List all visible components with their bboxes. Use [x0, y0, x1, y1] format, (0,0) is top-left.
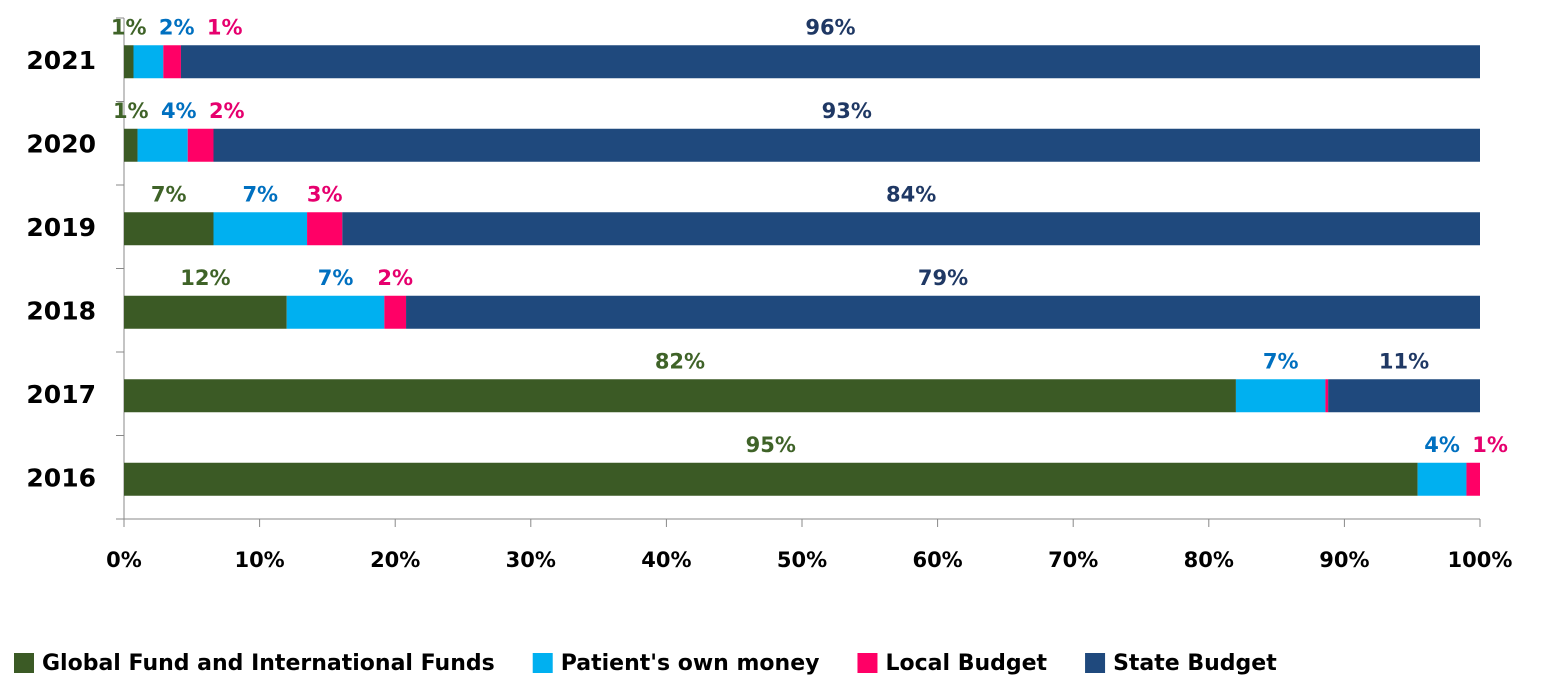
data-label: 4%: [161, 99, 197, 123]
y-tick-label: 2020: [26, 129, 96, 158]
bar-segment: [124, 45, 134, 79]
bar-segment: [286, 295, 385, 329]
data-label: 7%: [1263, 349, 1299, 373]
legend-swatch: [14, 653, 34, 673]
bar-segment: [124, 212, 214, 246]
bar-segment: [124, 128, 138, 162]
x-tick-label: 70%: [1048, 548, 1098, 572]
bar-segment: [384, 295, 407, 329]
x-tick-label: 0%: [106, 548, 142, 572]
x-tick-label: 90%: [1319, 548, 1369, 572]
data-label: 1%: [1472, 433, 1508, 457]
data-label: 7%: [318, 266, 354, 290]
legend-label: State Budget: [1113, 651, 1277, 676]
data-label: 84%: [886, 182, 936, 206]
y-tick-label: 2018: [26, 296, 96, 325]
y-tick-label: 2017: [26, 380, 96, 409]
bar-segment: [1417, 462, 1467, 496]
bar-segment: [307, 212, 343, 246]
y-tick-label: 2021: [26, 46, 96, 75]
bar-segment: [1235, 379, 1326, 413]
legend-label: Patient's own money: [561, 651, 820, 676]
data-label: 79%: [918, 266, 968, 290]
data-label: 2%: [377, 266, 413, 290]
x-tick-label: 100%: [1448, 548, 1513, 572]
x-tick-label: 30%: [506, 548, 556, 572]
data-label: 2%: [209, 99, 245, 123]
legend-label: Global Fund and International Funds: [42, 651, 495, 676]
y-tick-label: 2019: [26, 213, 96, 242]
bar-segment: [124, 295, 287, 329]
legend-swatch: [1085, 653, 1106, 673]
bar-segment: [213, 212, 308, 246]
bar-segment: [406, 295, 1481, 329]
legend-swatch: [532, 653, 553, 673]
bar-segment: [187, 128, 214, 162]
x-tick-label: 40%: [641, 548, 691, 572]
legend-swatch: [857, 653, 878, 673]
x-tick-label: 80%: [1184, 548, 1234, 572]
bar-segment: [1466, 462, 1480, 496]
data-label: 93%: [822, 99, 872, 123]
data-label: 3%: [307, 182, 343, 206]
data-label: 1%: [207, 15, 243, 39]
data-label: 82%: [655, 349, 705, 373]
data-label: 7%: [242, 182, 278, 206]
bar-segment: [124, 379, 1236, 413]
x-tick-label: 20%: [370, 548, 420, 572]
x-tick-label: 60%: [912, 548, 962, 572]
bar-segment: [133, 45, 164, 79]
bar-segment: [180, 45, 1480, 79]
x-tick-label: 10%: [234, 548, 284, 572]
data-label: 1%: [111, 15, 147, 39]
data-label: 4%: [1424, 433, 1460, 457]
bar-segment: [124, 462, 1418, 496]
y-tick-label: 2016: [26, 463, 96, 492]
x-tick-label: 50%: [777, 548, 827, 572]
data-label: 11%: [1379, 349, 1429, 373]
bar-segment: [137, 128, 188, 162]
bar-segment: [163, 45, 181, 79]
legend-label: Local Budget: [885, 651, 1047, 676]
data-label: 2%: [159, 15, 195, 39]
bar-segment: [342, 212, 1480, 246]
bar-segment: [1325, 379, 1329, 413]
bar-segment: [213, 128, 1481, 162]
data-label: 1%: [113, 99, 149, 123]
data-label: 96%: [805, 15, 855, 39]
data-label: 12%: [180, 266, 230, 290]
data-label: 7%: [151, 182, 187, 206]
data-label: 95%: [746, 433, 796, 457]
bar-segment: [1328, 379, 1480, 413]
